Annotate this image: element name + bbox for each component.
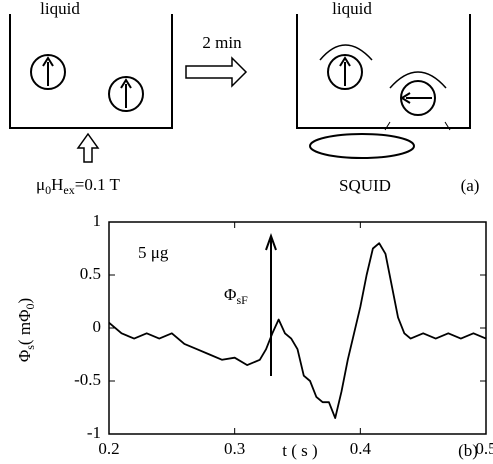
y-tick-label: 0	[93, 317, 102, 336]
label: (a)	[461, 176, 480, 195]
y-axis-label: Φs( mΦ0)	[15, 298, 37, 362]
label: Φ	[224, 285, 236, 304]
label: μ	[36, 175, 45, 194]
field-label: μ0Hex=0.1 T	[36, 175, 121, 197]
y-tick-label: 1	[93, 211, 102, 230]
x-tick-label: 0.5	[475, 439, 493, 458]
diagram	[9, 14, 471, 163]
squid-loop	[309, 133, 415, 159]
y-tick-label: -1	[87, 423, 101, 442]
rotation-arrow	[319, 44, 373, 61]
annotation: ΦsF	[224, 285, 248, 307]
annotation-arrow	[265, 233, 277, 376]
label: 0	[23, 304, 37, 310]
container	[296, 14, 471, 129]
label: 2 min	[202, 33, 242, 52]
annotation: 5 μg	[138, 243, 169, 262]
particle	[30, 54, 66, 90]
x-axis-label: t ( s )	[282, 441, 317, 460]
x-tick-label: 0.4	[350, 439, 372, 458]
label: 0	[45, 183, 51, 197]
time-arrow	[185, 56, 248, 88]
x-tick-label: 0.2	[98, 439, 119, 458]
label: ex	[63, 183, 74, 197]
x-tick-label: 0.3	[224, 439, 245, 458]
particle	[327, 54, 363, 90]
particle	[108, 76, 144, 112]
label: Φ	[15, 350, 34, 362]
panel-label: (b)	[458, 441, 478, 460]
label: liquid	[40, 0, 80, 18]
field-arrow	[76, 132, 100, 163]
moment-arrow	[400, 92, 432, 104]
label: s	[23, 345, 37, 350]
moment-arrow	[339, 56, 351, 86]
rotation-tick	[384, 121, 451, 131]
moment-arrow	[120, 78, 132, 108]
label: =0.1 T	[75, 175, 121, 194]
y-tick-label: -0.5	[74, 370, 101, 389]
label: ( mΦ	[15, 310, 34, 346]
moment-arrow	[42, 56, 54, 86]
chart: 0.2 0.3 0.4 0.5 -1 -0.5 0 0.5 1	[74, 211, 493, 458]
label: H	[51, 175, 63, 194]
container	[9, 14, 173, 129]
y-tick-label: 0.5	[80, 264, 101, 283]
label: liquid	[332, 0, 372, 18]
label: )	[15, 298, 34, 304]
rotation-arrow	[389, 71, 447, 89]
label: sF	[236, 293, 248, 307]
data-line	[108, 242, 487, 419]
label: SQUID	[339, 176, 391, 195]
